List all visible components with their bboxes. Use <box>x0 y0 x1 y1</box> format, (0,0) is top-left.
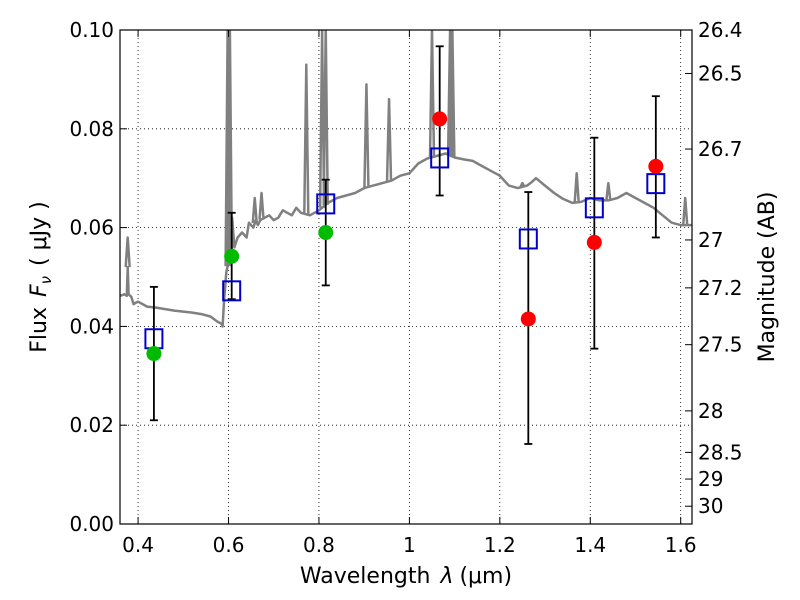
magnitude-tick-label: 27 <box>698 228 723 252</box>
observed-photometry-point <box>224 248 240 264</box>
y-tick-label: 0.10 <box>69 18 114 42</box>
observed-photometry-point <box>586 234 602 250</box>
magnitude-tick-label: 26.4 <box>698 18 743 42</box>
x-tick-label: 1.2 <box>484 533 516 557</box>
magnitude-axis-ticks: 26.4 26.5 26.7 27 27.2 27.5 28 28.5 29 30 <box>685 18 743 518</box>
emission-line-spike <box>681 196 689 226</box>
y-tick-label: 0.04 <box>69 314 114 338</box>
observed-photometry-point <box>520 311 536 327</box>
emission-line-spike <box>251 196 258 224</box>
magnitude-tick-label: 30 <box>698 494 723 518</box>
x-axis-label: Wavelength λ (μm) <box>300 564 512 589</box>
emission-line-spike <box>258 191 265 220</box>
magnitude-tick-label: 28 <box>698 399 723 423</box>
emission-line-spike <box>428 30 436 158</box>
right-axis-label: Magnitude (AB) <box>755 192 780 363</box>
model-photometry-square <box>518 228 538 250</box>
emission-line-spike <box>449 30 456 157</box>
spectrum-line <box>120 152 692 328</box>
plot-frame <box>119 29 693 525</box>
emission-line-spike <box>605 181 612 201</box>
magnitude-tick-label: 26.5 <box>698 61 743 85</box>
emission-line-spike <box>363 83 370 188</box>
emission-line-spike <box>573 172 580 203</box>
y-tick-label: 0.06 <box>69 216 114 240</box>
magnitude-tick-label: 27.2 <box>698 276 743 300</box>
model-photometry-square <box>222 280 242 302</box>
plot-area <box>120 30 692 445</box>
y-tick-label: 0.02 <box>69 413 114 437</box>
emission-line-spike <box>519 181 526 188</box>
model-photometry-square <box>584 197 604 219</box>
emission-line-spike <box>226 30 234 260</box>
x-tick-label: 1.6 <box>665 533 697 557</box>
observed-photometry-point <box>146 346 162 362</box>
magnitude-tick-label: 27.5 <box>698 333 743 357</box>
observed-photometry-point <box>432 111 448 127</box>
emission-line-spike <box>124 236 131 268</box>
model-photometry-square <box>430 147 450 169</box>
y-tick-label: 0.00 <box>69 512 114 536</box>
observed-photometry-point <box>648 158 664 174</box>
x-tick-label: 0.8 <box>303 533 335 557</box>
x-tick-label: 0.6 <box>213 533 245 557</box>
magnitude-tick-label: 28.5 <box>698 440 743 464</box>
model-photometry-square <box>316 193 336 215</box>
x-tick-label: 1.4 <box>574 533 606 557</box>
x-axis-ticks: 0.4 0.6 0.8 1 1.2 1.4 1.6 <box>122 30 697 557</box>
magnitude-tick-label: 29 <box>698 467 723 491</box>
model-photometry-square <box>646 173 666 195</box>
observed-photometry-point <box>318 225 334 241</box>
emission-line-spike <box>303 63 310 215</box>
magnitude-tick-label: 26.7 <box>698 137 743 161</box>
x-tick-label: 1 <box>403 533 416 557</box>
emission-line-spike <box>322 30 329 205</box>
y-axis-ticks: 0.00 0.02 0.04 0.06 0.08 0.10 <box>69 18 127 536</box>
grid-lines <box>120 29 692 525</box>
y-tick-label: 0.08 <box>69 117 114 141</box>
x-tick-label: 0.4 <box>122 533 154 557</box>
y-axis-label: FluxFν( μJy ) <box>27 201 55 352</box>
emission-line-spike <box>385 97 393 182</box>
